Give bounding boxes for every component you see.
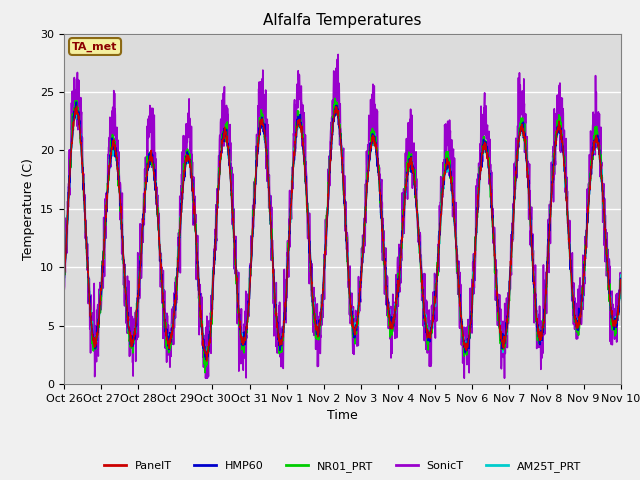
Y-axis label: Temperature (C): Temperature (C) <box>22 158 35 260</box>
NR01_PRT <box>584 219 591 225</box>
Line: AM25T_PRT: AM25T_PRT <box>64 104 621 361</box>
NR01_PRT <box>216 172 223 178</box>
AM25T_PRT <box>584 219 591 225</box>
PanelT <box>73 103 81 109</box>
Line: NR01_PRT: NR01_PRT <box>64 98 621 372</box>
SonicT <box>60 289 68 295</box>
AM25T_PRT <box>216 166 223 172</box>
HMP60 <box>216 168 223 173</box>
AM25T_PRT <box>72 101 80 107</box>
HMP60 <box>584 220 591 226</box>
Title: Alfalfa Temperatures: Alfalfa Temperatures <box>263 13 422 28</box>
PanelT <box>505 302 513 308</box>
Legend: PanelT, HMP60, NR01_PRT, SonicT, AM25T_PRT: PanelT, HMP60, NR01_PRT, SonicT, AM25T_P… <box>99 457 586 477</box>
NR01_PRT <box>201 370 209 375</box>
AM25T_PRT <box>568 283 576 289</box>
Line: HMP60: HMP60 <box>64 102 621 360</box>
SonicT <box>584 211 591 217</box>
AM25T_PRT <box>359 242 367 248</box>
PanelT <box>371 141 379 146</box>
Text: TA_met: TA_met <box>72 41 118 52</box>
AM25T_PRT <box>203 359 211 364</box>
PanelT <box>617 279 625 285</box>
AM25T_PRT <box>60 286 68 292</box>
PanelT <box>568 285 576 290</box>
AM25T_PRT <box>371 140 379 146</box>
HMP60 <box>72 99 80 105</box>
HMP60 <box>617 276 625 282</box>
NR01_PRT <box>568 284 576 290</box>
SonicT <box>359 239 367 244</box>
PanelT <box>203 358 211 364</box>
SonicT <box>216 137 223 143</box>
NR01_PRT <box>60 274 68 279</box>
NR01_PRT <box>371 135 379 141</box>
SonicT <box>568 289 576 295</box>
SonicT <box>617 279 625 285</box>
HMP60 <box>202 357 210 362</box>
SonicT <box>202 375 209 381</box>
Line: PanelT: PanelT <box>64 106 621 361</box>
AM25T_PRT <box>505 308 513 313</box>
NR01_PRT <box>359 250 367 255</box>
NR01_PRT <box>505 298 513 304</box>
HMP60 <box>505 299 513 304</box>
NR01_PRT <box>331 96 339 101</box>
AM25T_PRT <box>617 272 625 278</box>
X-axis label: Time: Time <box>327 409 358 422</box>
HMP60 <box>568 285 576 291</box>
SonicT <box>334 51 342 57</box>
HMP60 <box>359 250 367 256</box>
HMP60 <box>60 272 68 278</box>
HMP60 <box>371 138 379 144</box>
PanelT <box>359 249 367 255</box>
PanelT <box>584 219 591 225</box>
SonicT <box>371 112 379 118</box>
SonicT <box>505 312 513 318</box>
Line: SonicT: SonicT <box>64 54 621 378</box>
NR01_PRT <box>617 276 625 282</box>
PanelT <box>60 286 68 291</box>
PanelT <box>216 168 223 174</box>
